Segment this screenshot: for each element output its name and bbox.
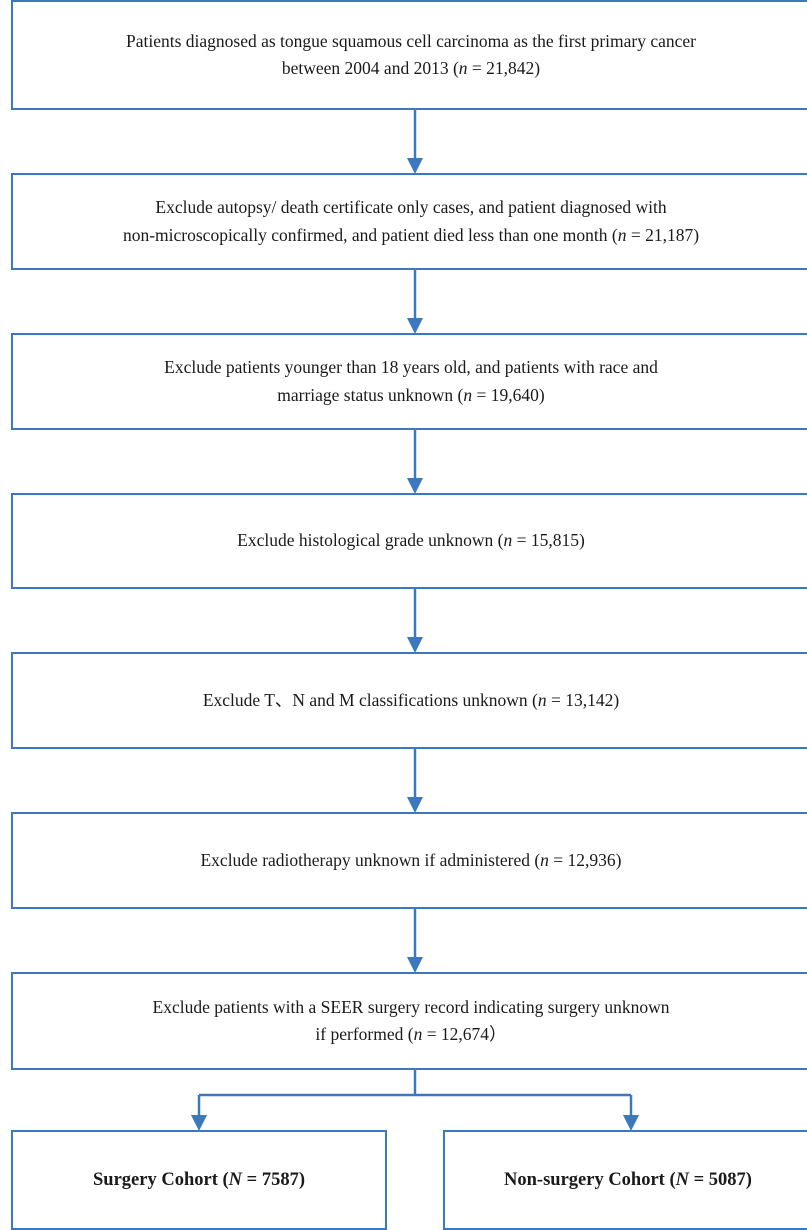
- surgery-cohort-label: Surgery Cohort (N = 7587): [93, 1169, 305, 1190]
- arrowhead-surgery: [191, 1115, 207, 1131]
- step-initial-line2: between 2004 and 2013 (n = 21,842): [281, 58, 541, 78]
- step-initial-cohort: Patients diagnosed as tongue squamous ce…: [11, 0, 807, 110]
- step-tnm-line1: Exclude T、N and M classifications unknow…: [202, 689, 620, 710]
- step-age-line2: marriage status unknown (n = 19,640): [277, 384, 545, 405]
- arrowhead-2: [407, 318, 423, 334]
- step-surgery-unknown-line1: Exclude patients with a SEER surgery rec…: [152, 996, 670, 1017]
- step-radiotherapy-line1: Exclude radiotherapy unknown if administ…: [200, 849, 622, 870]
- arrowhead-1: [407, 158, 423, 174]
- arrowhead-6: [407, 957, 423, 973]
- step-exclude-radiotherapy: Exclude radiotherapy unknown if administ…: [11, 812, 807, 909]
- step-grade-line1: Exclude histological grade unknown (n = …: [237, 530, 585, 551]
- step-exclude-surgery-unknown: Exclude patients with a SEER surgery rec…: [11, 972, 807, 1070]
- surgery-cohort-box: Surgery Cohort (N = 7587): [11, 1130, 387, 1230]
- step-surgery-unknown-line2: if performed (n = 12,674）: [315, 1024, 507, 1044]
- arrowhead-3: [407, 478, 423, 494]
- step-exclude-grade: Exclude histological grade unknown (n = …: [11, 493, 807, 589]
- step-age-line1: Exclude patients younger than 18 years o…: [164, 357, 658, 378]
- step-exclude-autopsy: Exclude autopsy/ death certificate only …: [11, 173, 807, 270]
- step-autopsy-line1: Exclude autopsy/ death certificate only …: [155, 197, 667, 218]
- arrowhead-4: [407, 637, 423, 653]
- step-exclude-tnm: Exclude T、N and M classifications unknow…: [11, 652, 807, 749]
- arrowhead-nonsurgery: [623, 1115, 639, 1131]
- step-initial-line1: Patients diagnosed as tongue squamous ce…: [125, 30, 697, 51]
- nonsurgery-cohort-box: Non-surgery Cohort (N = 5087): [443, 1130, 807, 1230]
- step-exclude-age-race-marriage: Exclude patients younger than 18 years o…: [11, 333, 807, 430]
- step-autopsy-line2: non-microscopically confirmed, and patie…: [122, 224, 700, 245]
- arrowhead-5: [407, 797, 423, 813]
- nonsurgery-cohort-label: Non-surgery Cohort (N = 5087): [504, 1169, 752, 1190]
